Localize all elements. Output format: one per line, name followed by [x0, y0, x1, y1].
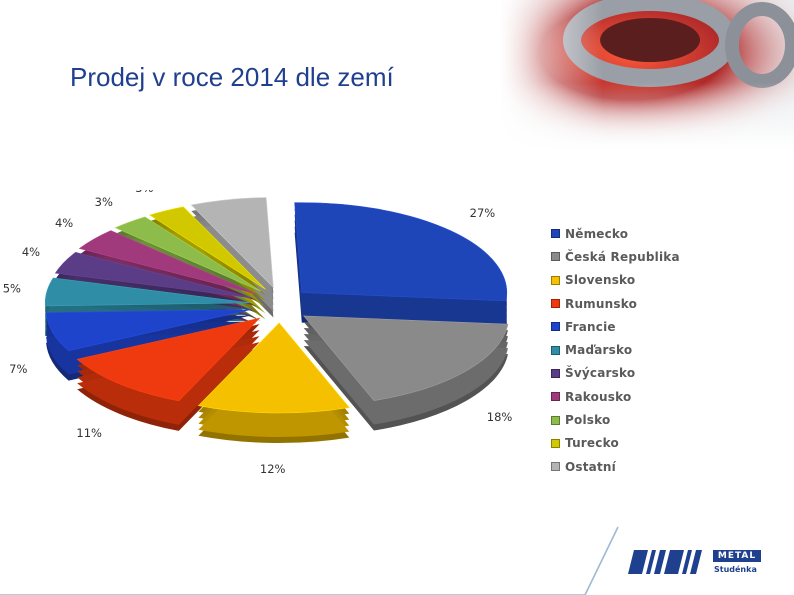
slice-percent-label: 5%: [3, 282, 21, 296]
legend-item: Maďarsko: [551, 338, 680, 361]
legend-swatch: [551, 229, 560, 239]
slice-percent-label: 12%: [260, 462, 286, 476]
slice-percent-label: 18%: [487, 410, 513, 424]
legend-label: Česká Republika: [565, 249, 680, 264]
legend-swatch: [551, 252, 560, 262]
legend-item: Ostatní: [551, 455, 680, 478]
pie-slice: [76, 317, 261, 431]
legend-item: Polsko: [551, 408, 680, 431]
legend-label: Polsko: [565, 413, 611, 428]
slice-percent-label: 3%: [135, 190, 153, 195]
logo-metal-text: METAL: [713, 550, 761, 562]
legend-item: Německo: [551, 222, 680, 245]
corner-photo: [500, 0, 794, 150]
pie-slice: [303, 315, 509, 431]
legend-label: Ostatní: [565, 459, 616, 474]
legend-swatch: [551, 368, 560, 378]
pie-chart: 27%18%12%11%7%5%4%4%3%3%6%: [3, 190, 513, 476]
legend-item: Turecko: [551, 432, 680, 455]
slice-percent-label: 11%: [76, 426, 102, 440]
legend-swatch: [551, 345, 560, 355]
legend-swatch: [551, 299, 560, 309]
legend-swatch: [551, 438, 560, 448]
logo-studenka-text: Studénka: [714, 565, 757, 574]
legend-label: Francie: [565, 319, 616, 334]
slice-percent-label: 7%: [9, 362, 27, 376]
slice-percent-label: 4%: [22, 245, 40, 259]
legend-item: Rakousko: [551, 385, 680, 408]
legend-label: Maďarsko: [565, 343, 633, 358]
slice-percent-label: 4%: [55, 216, 73, 230]
legend-swatch: [551, 275, 560, 285]
footer-divider: [0, 526, 619, 595]
legend-label: Švýcarsko: [565, 366, 636, 381]
legend-swatch: [551, 322, 560, 332]
mv-logo: [628, 550, 702, 574]
legend-swatch: [551, 392, 560, 402]
legend-label: Turecko: [565, 436, 619, 451]
legend-swatch: [551, 415, 560, 425]
legend-swatch: [551, 462, 560, 472]
legend-label: Slovensko: [565, 273, 636, 288]
slice-percent-label: 3%: [95, 195, 113, 209]
slide-title: Prodej v roce 2014 dle zemí: [70, 62, 394, 92]
legend-item: Francie: [551, 315, 680, 338]
legend-item: Slovensko: [551, 269, 680, 292]
legend-label: Rakousko: [565, 389, 632, 404]
pie-slice: [294, 202, 508, 331]
legend-item: Švýcarsko: [551, 362, 680, 385]
legend-item: Rumunsko: [551, 292, 680, 315]
legend-label: Německo: [565, 226, 629, 241]
slice-percent-label: 27%: [470, 206, 496, 220]
legend-label: Rumunsko: [565, 296, 638, 311]
legend-item: Česká Republika: [551, 245, 680, 268]
chart-legend: Německo Česká Republika Slovensko Rumunsko F…: [551, 222, 680, 478]
pie-slice: [197, 322, 350, 443]
